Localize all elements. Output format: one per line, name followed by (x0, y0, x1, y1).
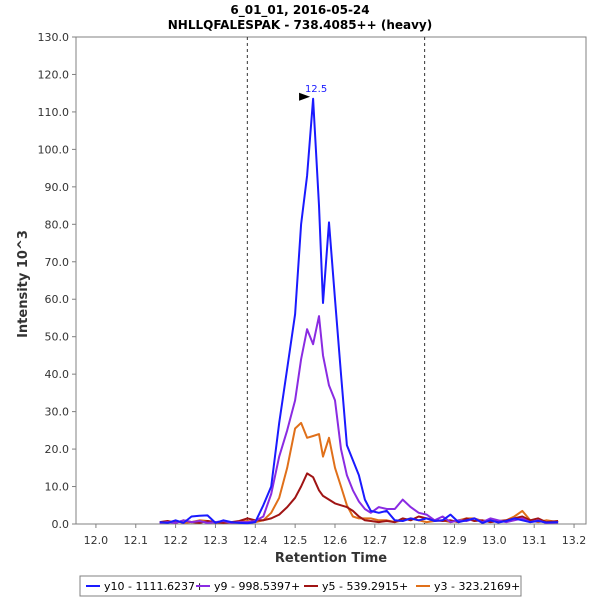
legend-entry: y9 - 998.5397+ (214, 580, 300, 593)
legend-entry: y10 - 1111.6237+ (104, 580, 204, 593)
y-tick-label: 20.0 (45, 443, 70, 456)
y-tick-label: 0.0 (52, 518, 70, 531)
y-tick-label: 40.0 (45, 368, 70, 381)
x-tick-label: 12.3 (203, 534, 228, 547)
y-tick-label: 70.0 (45, 256, 70, 269)
x-tick-label: 13.1 (522, 534, 547, 547)
x-tick-label: 12.8 (402, 534, 427, 547)
y-tick-label: 10.0 (45, 481, 70, 494)
x-tick-label: 12.4 (243, 534, 268, 547)
legend-entry: y5 - 539.2915+ (322, 580, 408, 593)
x-tick-label: 12.6 (323, 534, 348, 547)
y-tick-label: 50.0 (45, 331, 70, 344)
y-tick-label: 80.0 (45, 218, 70, 231)
plot-area: 0.0 10.0 20.0 30.0 40.0 50.0 60.0 70.0 80.0 90.0 1… (38, 31, 587, 547)
peak-arrow-icon (299, 92, 311, 101)
y-tick-label: 90.0 (45, 181, 70, 194)
legend-box (79, 575, 522, 597)
series-line-y10 (159, 97, 559, 525)
y-tick-label: 30.0 (45, 406, 70, 419)
legend: y10 - 1111.6237+ y9 - 998.5397+ y5 - 539.2… (79, 575, 522, 597)
x-tick-label: 12.1 (124, 534, 149, 547)
y-tick-label: 120.0 (38, 68, 70, 81)
x-tick-label: 12.9 (442, 534, 467, 547)
legend-entry: y3 - 323.2169+ (434, 580, 520, 593)
y-tick-label: 130.0 (38, 31, 70, 44)
chart-title-line-1: 6_01_01, 2016-05-24 (230, 3, 369, 18)
y-tick-label: 100.0 (38, 143, 70, 156)
x-tick-label: 12.2 (163, 534, 188, 547)
x-tick-label: 13.0 (482, 534, 507, 547)
y-tick-label: 60.0 (45, 293, 70, 306)
x-tick-label: 12.5 (283, 534, 308, 547)
x-axis-label: Retention Time (275, 551, 387, 566)
x-tick-label: 12.0 (84, 534, 109, 547)
peak-label: 12.5 (305, 84, 327, 95)
y-tick-label: 110.0 (38, 106, 70, 119)
x-tick-label: 13.2 (562, 534, 587, 547)
chart-title-line-2: NHLLQFALESPAK - 738.4085++ (heavy) (168, 18, 432, 32)
x-tick-label: 12.7 (363, 534, 388, 547)
y-axis-label: Intensity 10^3 (16, 230, 31, 338)
